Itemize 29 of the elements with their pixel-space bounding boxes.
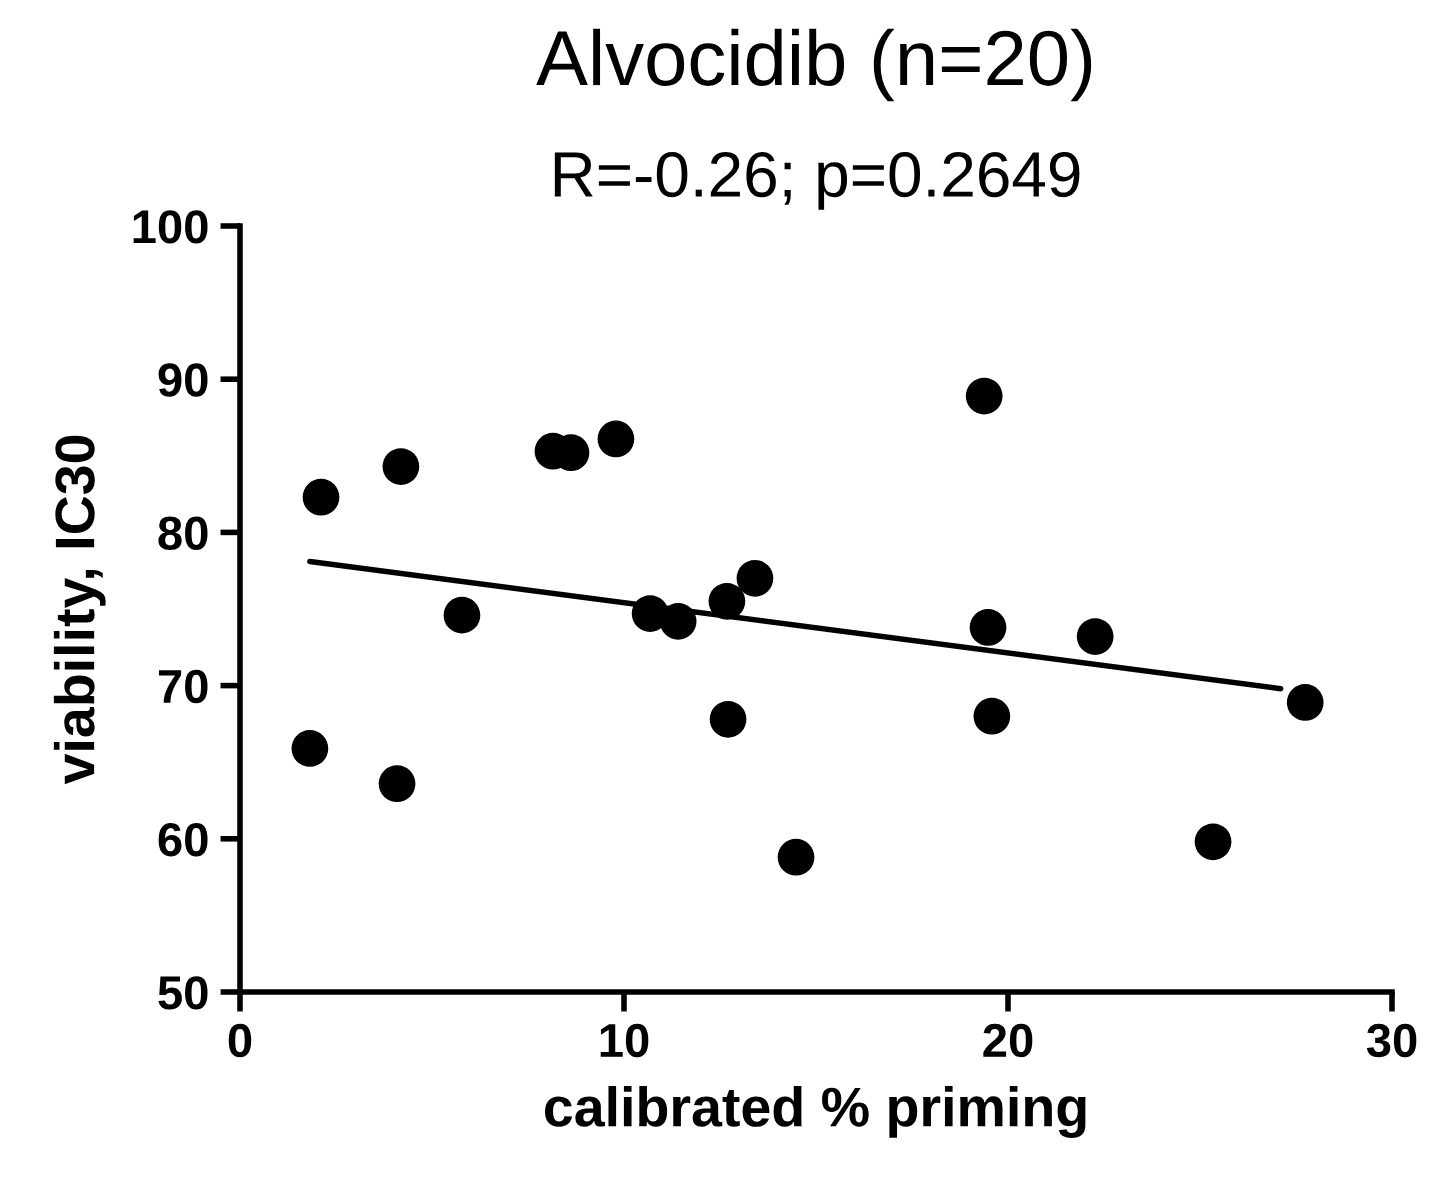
y-tick-label: 100 — [133, 210, 208, 244]
point — [291, 730, 329, 767]
point — [736, 559, 774, 597]
y-tick-label: 70 — [158, 669, 208, 704]
point — [1286, 684, 1324, 721]
x-tick-label: 10 — [600, 1023, 649, 1058]
x-tick-label: 30 — [1366, 1023, 1417, 1058]
point — [709, 700, 747, 738]
point — [443, 596, 481, 634]
point — [973, 697, 1011, 735]
point — [597, 420, 635, 458]
chart-subtitle: R=-0.26; p=0.2649 — [554, 151, 1080, 210]
point — [1076, 618, 1114, 655]
y-axis-title: viability, IC30 — [53, 435, 106, 785]
y-tick-label: 50 — [158, 976, 208, 1010]
point — [777, 838, 815, 876]
point — [302, 478, 340, 516]
point — [1194, 823, 1232, 861]
point — [965, 377, 1003, 415]
chart-title: Alvocidib (n=20) — [536, 28, 1092, 102]
point — [378, 765, 416, 803]
y-tick-label: 80 — [158, 516, 208, 550]
x-axis-title: calibrated % priming — [544, 1086, 1086, 1139]
x-tick-label: 0 — [228, 1023, 252, 1058]
y-tick-label: 90 — [158, 363, 208, 397]
point — [969, 609, 1007, 646]
y-tick-label: 60 — [158, 822, 208, 857]
x-tick-label: 20 — [983, 1023, 1033, 1058]
point — [382, 448, 420, 485]
